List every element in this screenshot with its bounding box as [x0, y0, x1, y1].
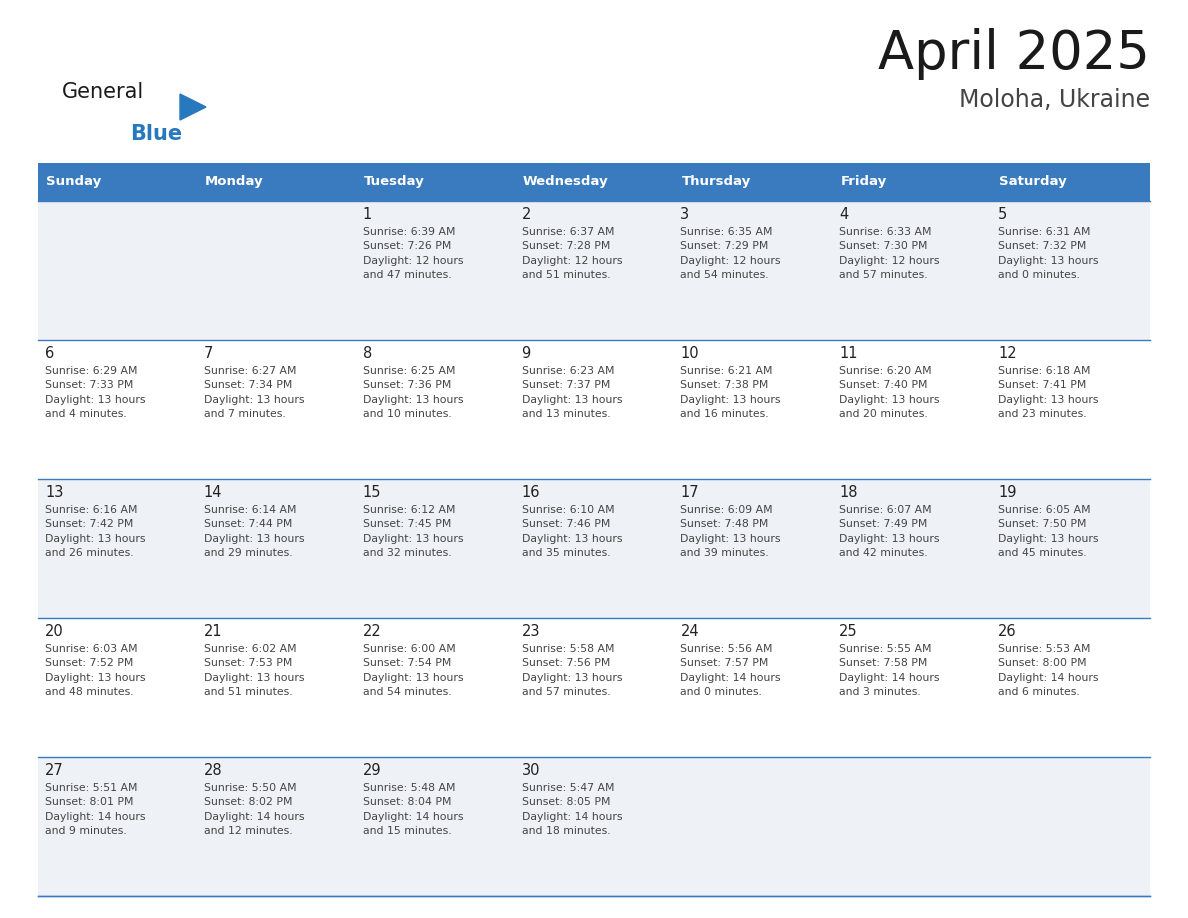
Text: Sunrise: 6:02 AM
Sunset: 7:53 PM
Daylight: 13 hours
and 51 minutes.: Sunrise: 6:02 AM Sunset: 7:53 PM Dayligh…	[204, 644, 304, 697]
Text: 17: 17	[681, 485, 699, 500]
Text: General: General	[62, 82, 144, 102]
Bar	[991, 163, 1150, 201]
Text: 1: 1	[362, 207, 372, 222]
Text: Sunrise: 5:56 AM
Sunset: 7:57 PM
Daylight: 14 hours
and 0 minutes.: Sunrise: 5:56 AM Sunset: 7:57 PM Dayligh…	[681, 644, 781, 697]
Text: 27: 27	[45, 763, 64, 778]
Text: Sunrise: 5:51 AM
Sunset: 8:01 PM
Daylight: 14 hours
and 9 minutes.: Sunrise: 5:51 AM Sunset: 8:01 PM Dayligh…	[45, 783, 145, 836]
Text: 9: 9	[522, 346, 531, 361]
Bar	[38, 618, 1150, 757]
Text: Tuesday: Tuesday	[364, 175, 424, 188]
Text: 28: 28	[204, 763, 222, 778]
Text: 30: 30	[522, 763, 541, 778]
Text: Sunrise: 6:09 AM
Sunset: 7:48 PM
Daylight: 13 hours
and 39 minutes.: Sunrise: 6:09 AM Sunset: 7:48 PM Dayligh…	[681, 505, 781, 558]
Text: Sunrise: 6:39 AM
Sunset: 7:26 PM
Daylight: 12 hours
and 47 minutes.: Sunrise: 6:39 AM Sunset: 7:26 PM Dayligh…	[362, 227, 463, 280]
Bar	[355, 163, 514, 201]
Text: 2: 2	[522, 207, 531, 222]
Bar	[197, 163, 355, 201]
Text: 23: 23	[522, 624, 541, 639]
Text: Sunrise: 5:47 AM
Sunset: 8:05 PM
Daylight: 14 hours
and 18 minutes.: Sunrise: 5:47 AM Sunset: 8:05 PM Dayligh…	[522, 783, 623, 836]
Text: Sunrise: 6:25 AM
Sunset: 7:36 PM
Daylight: 13 hours
and 10 minutes.: Sunrise: 6:25 AM Sunset: 7:36 PM Dayligh…	[362, 366, 463, 420]
Text: Sunrise: 6:29 AM
Sunset: 7:33 PM
Daylight: 13 hours
and 4 minutes.: Sunrise: 6:29 AM Sunset: 7:33 PM Dayligh…	[45, 366, 145, 420]
Text: 6: 6	[45, 346, 55, 361]
Polygon shape	[181, 94, 206, 120]
Text: 20: 20	[45, 624, 64, 639]
Text: 26: 26	[998, 624, 1017, 639]
Text: 12: 12	[998, 346, 1017, 361]
Bar	[38, 757, 1150, 896]
Text: Sunrise: 6:00 AM
Sunset: 7:54 PM
Daylight: 13 hours
and 54 minutes.: Sunrise: 6:00 AM Sunset: 7:54 PM Dayligh…	[362, 644, 463, 697]
Text: 5: 5	[998, 207, 1007, 222]
Bar	[674, 163, 833, 201]
Text: Sunrise: 5:55 AM
Sunset: 7:58 PM
Daylight: 14 hours
and 3 minutes.: Sunrise: 5:55 AM Sunset: 7:58 PM Dayligh…	[839, 644, 940, 697]
Text: 19: 19	[998, 485, 1017, 500]
Text: Sunrise: 5:50 AM
Sunset: 8:02 PM
Daylight: 14 hours
and 12 minutes.: Sunrise: 5:50 AM Sunset: 8:02 PM Dayligh…	[204, 783, 304, 836]
Text: 11: 11	[839, 346, 858, 361]
Text: Sunrise: 6:37 AM
Sunset: 7:28 PM
Daylight: 12 hours
and 51 minutes.: Sunrise: 6:37 AM Sunset: 7:28 PM Dayligh…	[522, 227, 623, 280]
Text: Blue: Blue	[129, 124, 182, 144]
Text: Friday: Friday	[840, 175, 886, 188]
Bar	[833, 163, 991, 201]
Text: 29: 29	[362, 763, 381, 778]
Text: 18: 18	[839, 485, 858, 500]
Text: 13: 13	[45, 485, 63, 500]
Text: 3: 3	[681, 207, 689, 222]
Bar	[514, 163, 674, 201]
Text: Thursday: Thursday	[682, 175, 751, 188]
Text: April 2025: April 2025	[878, 28, 1150, 80]
Text: Sunrise: 6:21 AM
Sunset: 7:38 PM
Daylight: 13 hours
and 16 minutes.: Sunrise: 6:21 AM Sunset: 7:38 PM Dayligh…	[681, 366, 781, 420]
Text: Sunrise: 6:20 AM
Sunset: 7:40 PM
Daylight: 13 hours
and 20 minutes.: Sunrise: 6:20 AM Sunset: 7:40 PM Dayligh…	[839, 366, 940, 420]
Text: Sunrise: 5:48 AM
Sunset: 8:04 PM
Daylight: 14 hours
and 15 minutes.: Sunrise: 5:48 AM Sunset: 8:04 PM Dayligh…	[362, 783, 463, 836]
Text: Monday: Monday	[204, 175, 264, 188]
Text: 14: 14	[204, 485, 222, 500]
Text: 7: 7	[204, 346, 213, 361]
Text: Sunrise: 6:23 AM
Sunset: 7:37 PM
Daylight: 13 hours
and 13 minutes.: Sunrise: 6:23 AM Sunset: 7:37 PM Dayligh…	[522, 366, 623, 420]
Text: 24: 24	[681, 624, 699, 639]
Text: Sunrise: 6:35 AM
Sunset: 7:29 PM
Daylight: 12 hours
and 54 minutes.: Sunrise: 6:35 AM Sunset: 7:29 PM Dayligh…	[681, 227, 781, 280]
Text: Saturday: Saturday	[999, 175, 1067, 188]
Text: Sunrise: 6:14 AM
Sunset: 7:44 PM
Daylight: 13 hours
and 29 minutes.: Sunrise: 6:14 AM Sunset: 7:44 PM Dayligh…	[204, 505, 304, 558]
Text: Sunrise: 5:58 AM
Sunset: 7:56 PM
Daylight: 13 hours
and 57 minutes.: Sunrise: 5:58 AM Sunset: 7:56 PM Dayligh…	[522, 644, 623, 697]
Text: Sunrise: 6:18 AM
Sunset: 7:41 PM
Daylight: 13 hours
and 23 minutes.: Sunrise: 6:18 AM Sunset: 7:41 PM Dayligh…	[998, 366, 1099, 420]
Text: Sunrise: 6:33 AM
Sunset: 7:30 PM
Daylight: 12 hours
and 57 minutes.: Sunrise: 6:33 AM Sunset: 7:30 PM Dayligh…	[839, 227, 940, 280]
Text: 16: 16	[522, 485, 541, 500]
Bar	[38, 479, 1150, 618]
Text: Sunrise: 6:12 AM
Sunset: 7:45 PM
Daylight: 13 hours
and 32 minutes.: Sunrise: 6:12 AM Sunset: 7:45 PM Dayligh…	[362, 505, 463, 558]
Text: Wednesday: Wednesday	[523, 175, 608, 188]
Text: Moloha, Ukraine: Moloha, Ukraine	[959, 88, 1150, 112]
Text: Sunrise: 6:10 AM
Sunset: 7:46 PM
Daylight: 13 hours
and 35 minutes.: Sunrise: 6:10 AM Sunset: 7:46 PM Dayligh…	[522, 505, 623, 558]
Text: 15: 15	[362, 485, 381, 500]
Text: Sunrise: 6:07 AM
Sunset: 7:49 PM
Daylight: 13 hours
and 42 minutes.: Sunrise: 6:07 AM Sunset: 7:49 PM Dayligh…	[839, 505, 940, 558]
Text: Sunrise: 6:16 AM
Sunset: 7:42 PM
Daylight: 13 hours
and 26 minutes.: Sunrise: 6:16 AM Sunset: 7:42 PM Dayligh…	[45, 505, 145, 558]
Text: Sunrise: 6:05 AM
Sunset: 7:50 PM
Daylight: 13 hours
and 45 minutes.: Sunrise: 6:05 AM Sunset: 7:50 PM Dayligh…	[998, 505, 1099, 558]
Bar	[38, 201, 1150, 340]
Text: Sunrise: 6:03 AM
Sunset: 7:52 PM
Daylight: 13 hours
and 48 minutes.: Sunrise: 6:03 AM Sunset: 7:52 PM Dayligh…	[45, 644, 145, 697]
Text: 22: 22	[362, 624, 381, 639]
Text: 21: 21	[204, 624, 222, 639]
Text: Sunrise: 5:53 AM
Sunset: 8:00 PM
Daylight: 14 hours
and 6 minutes.: Sunrise: 5:53 AM Sunset: 8:00 PM Dayligh…	[998, 644, 1099, 697]
Bar	[38, 163, 197, 201]
Text: 4: 4	[839, 207, 848, 222]
Text: 25: 25	[839, 624, 858, 639]
Text: Sunday: Sunday	[46, 175, 101, 188]
Text: 10: 10	[681, 346, 699, 361]
Bar	[38, 340, 1150, 479]
Text: 8: 8	[362, 346, 372, 361]
Text: Sunrise: 6:31 AM
Sunset: 7:32 PM
Daylight: 13 hours
and 0 minutes.: Sunrise: 6:31 AM Sunset: 7:32 PM Dayligh…	[998, 227, 1099, 280]
Text: Sunrise: 6:27 AM
Sunset: 7:34 PM
Daylight: 13 hours
and 7 minutes.: Sunrise: 6:27 AM Sunset: 7:34 PM Dayligh…	[204, 366, 304, 420]
